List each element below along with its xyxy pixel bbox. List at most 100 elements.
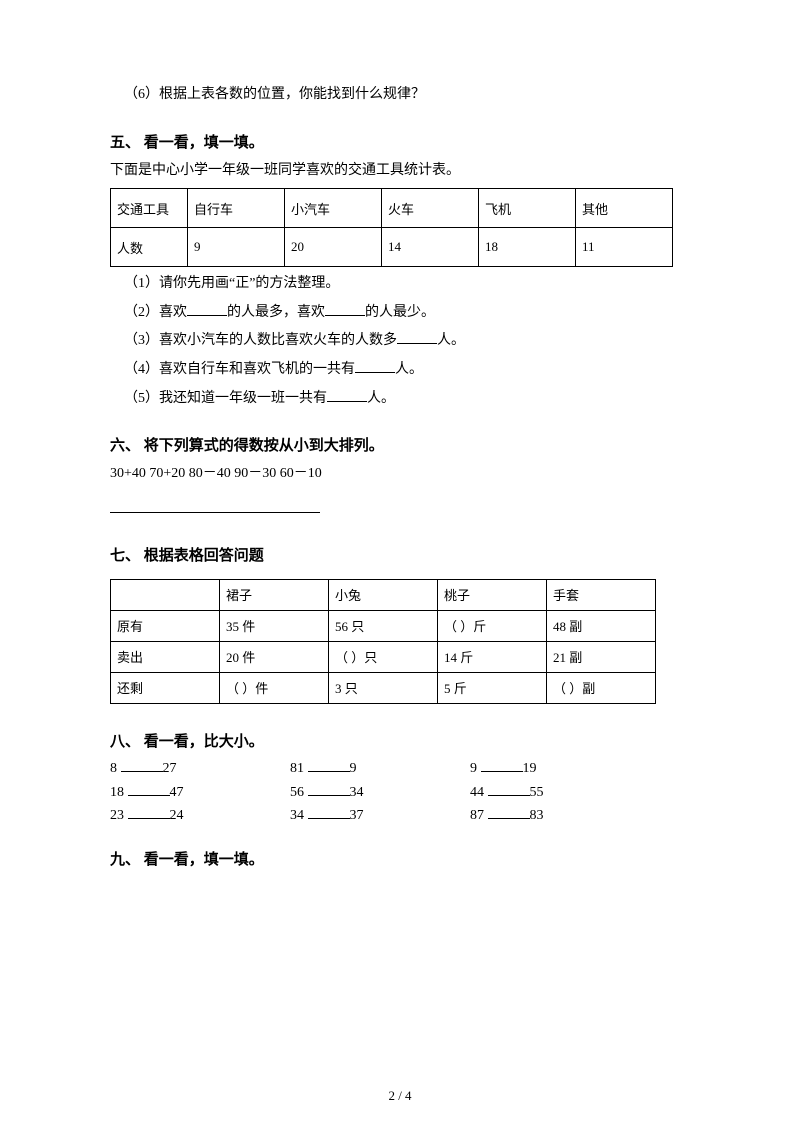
blank[interactable] — [128, 781, 170, 796]
compare-item: 87 83 — [470, 804, 650, 828]
compare-item: 56 34 — [290, 781, 470, 805]
compare-grid: 8 2781 99 1918 4756 3444 5523 2434 3787 … — [110, 757, 690, 828]
blank[interactable] — [481, 757, 523, 772]
cell: 20 件 — [220, 641, 329, 672]
blank[interactable] — [308, 804, 350, 819]
compare-item: 44 55 — [470, 781, 650, 805]
s5-q2: （2）喜欢的人最多，喜欢的人最少。 — [124, 300, 690, 327]
left-num: 8 — [110, 761, 117, 776]
left-num: 44 — [470, 785, 484, 800]
cell: 卖出 — [111, 641, 220, 672]
cell: （ ）只 — [329, 641, 438, 672]
th — [111, 579, 220, 610]
right-num: 19 — [523, 761, 537, 776]
right-num: 55 — [530, 785, 544, 800]
right-num: 9 — [350, 761, 357, 776]
cell: 20 — [285, 228, 382, 267]
cell: （ ）斤 — [438, 610, 547, 641]
section-7-title: 七、 根据表格回答问题 — [110, 544, 690, 565]
left-num: 18 — [110, 785, 124, 800]
s5-intro: 下面是中心小学一年级一班同学喜欢的交通工具统计表。 — [110, 158, 690, 185]
table-row: 交通工具 自行车 小汽车 火车 飞机 其他 — [111, 189, 673, 228]
cell: 9 — [188, 228, 285, 267]
text: 的人最少。 — [365, 305, 435, 320]
blank[interactable] — [121, 757, 163, 772]
th: 其他 — [576, 189, 673, 228]
blank[interactable] — [397, 329, 437, 344]
blank[interactable] — [327, 387, 367, 402]
left-num: 34 — [290, 808, 304, 823]
right-num: 24 — [170, 808, 184, 823]
right-num: 34 — [350, 785, 364, 800]
text: 的人最多，喜欢 — [227, 305, 325, 320]
cell: 14 斤 — [438, 641, 547, 672]
compare-item: 81 9 — [290, 757, 470, 781]
compare-item: 9 19 — [470, 757, 650, 781]
right-num: 37 — [350, 808, 364, 823]
th: 交通工具 — [111, 189, 188, 228]
cell: 35 件 — [220, 610, 329, 641]
compare-row: 8 2781 99 19 — [110, 757, 690, 781]
compare-item: 34 37 — [290, 804, 470, 828]
s5-q3: （3）喜欢小汽车的人数比喜欢火车的人数多 人。 — [124, 328, 690, 355]
left-num: 23 — [110, 808, 124, 823]
blank[interactable] — [128, 804, 170, 819]
section-8-title: 八、 看一看，比大小。 — [110, 730, 690, 751]
compare-item: 8 27 — [110, 757, 290, 781]
th: 小汽车 — [285, 189, 382, 228]
right-num: 47 — [170, 785, 184, 800]
compare-row: 23 2434 3787 83 — [110, 804, 690, 828]
section-5-title: 五、 看一看，填一填。 — [110, 131, 690, 152]
s5-q4: （4）喜欢自行车和喜欢飞机的一共有人。 — [124, 357, 690, 384]
s5-q1: （1）请你先用画“正”的方法整理。 — [124, 271, 690, 298]
th: 裙子 — [220, 579, 329, 610]
compare-item: 18 47 — [110, 781, 290, 805]
blank[interactable] — [488, 781, 530, 796]
section-9-title: 九、 看一看，填一填。 — [110, 848, 690, 869]
cell: 56 只 — [329, 610, 438, 641]
cell: （ ）件 — [220, 672, 329, 703]
text: （3）喜欢小汽车的人数比喜欢火车的人数多 — [124, 333, 397, 348]
blank[interactable] — [308, 757, 350, 772]
transport-table: 交通工具 自行车 小汽车 火车 飞机 其他 人数 9 20 14 18 11 — [110, 188, 673, 267]
right-num: 83 — [530, 808, 544, 823]
text: （5）我还知道一年级一班一共有 — [124, 391, 327, 406]
compare-item: 23 24 — [110, 804, 290, 828]
blank[interactable] — [355, 358, 395, 373]
answer-line[interactable] — [110, 498, 320, 513]
text: （4）喜欢自行车和喜欢飞机的一共有 — [124, 362, 355, 377]
table-row: 卖出 20 件 （ ）只 14 斤 21 副 — [111, 641, 656, 672]
left-num: 81 — [290, 761, 304, 776]
cell: 5 斤 — [438, 672, 547, 703]
blank[interactable] — [488, 804, 530, 819]
blank[interactable] — [325, 301, 365, 316]
row-label: 人数 — [111, 228, 188, 267]
blank[interactable] — [308, 781, 350, 796]
left-num: 9 — [470, 761, 477, 776]
right-num: 27 — [163, 761, 177, 776]
s5-q5: （5）我还知道一年级一班一共有 人。 — [124, 386, 690, 413]
th: 桃子 — [438, 579, 547, 610]
cell: 21 副 — [547, 641, 656, 672]
cell: 18 — [479, 228, 576, 267]
table-row: 人数 9 20 14 18 11 — [111, 228, 673, 267]
blank[interactable] — [187, 301, 227, 316]
section-6-title: 六、 将下列算式的得数按从小到大排列。 — [110, 434, 690, 455]
th: 小兔 — [329, 579, 438, 610]
table-row: 还剩 （ ）件 3 只 5 斤 （ ）副 — [111, 672, 656, 703]
cell: （ ）副 — [547, 672, 656, 703]
th: 飞机 — [479, 189, 576, 228]
text: 人。 — [367, 391, 395, 406]
page-number: 2 / 4 — [0, 1088, 800, 1104]
cell: 14 — [382, 228, 479, 267]
th: 手套 — [547, 579, 656, 610]
th: 自行车 — [188, 189, 285, 228]
left-num: 56 — [290, 785, 304, 800]
compare-row: 18 4756 3444 55 — [110, 781, 690, 805]
text: 人。 — [437, 333, 465, 348]
th: 火车 — [382, 189, 479, 228]
cell: 原有 — [111, 610, 220, 641]
left-num: 87 — [470, 808, 484, 823]
cell: 3 只 — [329, 672, 438, 703]
q4-6-text: （6）根据上表各数的位置，你能找到什么规律？ — [124, 82, 690, 109]
